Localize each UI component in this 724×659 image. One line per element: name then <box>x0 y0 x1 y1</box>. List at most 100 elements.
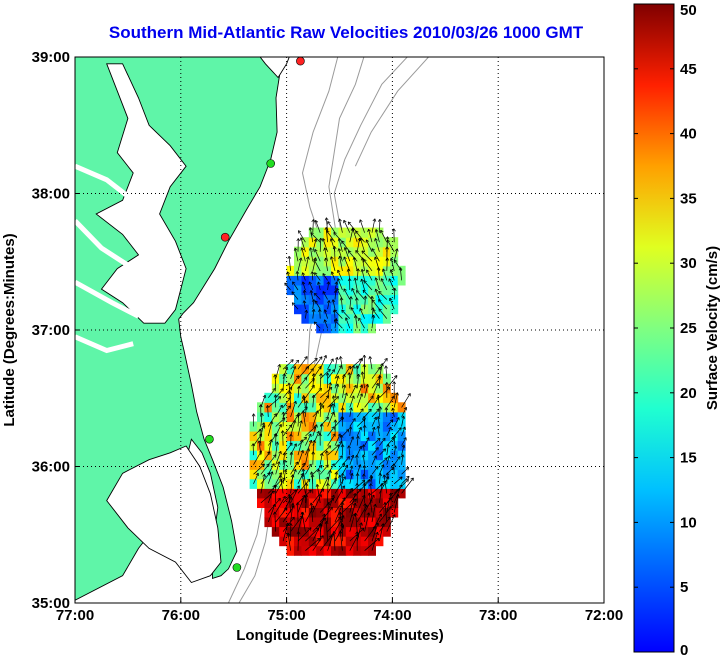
velocity-arrow-head <box>347 372 352 376</box>
velocity-arrow <box>268 498 281 513</box>
velocity-cell <box>316 392 325 403</box>
velocity-cell <box>382 440 391 451</box>
velocity-arrow-head <box>314 220 319 224</box>
velocity-arrow <box>319 368 331 379</box>
velocity-arrow <box>267 471 273 484</box>
velocity-cell <box>308 517 317 528</box>
velocity-cell <box>323 323 332 334</box>
velocity-cell <box>368 450 376 461</box>
velocity-arrow <box>386 427 392 437</box>
velocity-arrow-head <box>365 239 369 243</box>
radar-station-marker[interactable] <box>266 159 276 168</box>
velocity-arrow <box>282 405 291 418</box>
velocity-cell <box>345 497 354 508</box>
velocity-arrow <box>342 392 348 408</box>
velocity-arrow-head <box>360 278 364 282</box>
velocity-cell <box>257 421 265 432</box>
velocity-arrow-head <box>295 271 300 275</box>
velocity-arrow <box>312 465 323 475</box>
y-tick-label: 35:00 <box>32 595 70 612</box>
colorbar-tick-label: 30 <box>680 255 697 272</box>
velocity-arrow <box>337 278 343 291</box>
velocity-cell <box>323 545 332 556</box>
velocity-arrow-head <box>300 511 305 515</box>
velocity-cell <box>375 411 384 422</box>
velocity-cell <box>271 373 280 384</box>
velocity-arrow-head <box>290 359 294 363</box>
velocity-arrow-head <box>336 287 340 292</box>
velocity-arrow-head <box>298 230 302 234</box>
y-tick-label: 36:00 <box>32 459 70 476</box>
map-plot-area[interactable] <box>70 50 605 604</box>
velocity-cell <box>294 285 302 296</box>
velocity-cell <box>397 431 406 442</box>
velocity-arrow-head <box>401 415 406 419</box>
radar-station-marker[interactable] <box>296 57 305 66</box>
velocity-arrow <box>364 395 374 408</box>
velocity-cell <box>368 497 376 508</box>
velocity-arrow <box>282 387 293 399</box>
velocity-arrow <box>312 488 325 504</box>
velocity-cell <box>360 497 369 508</box>
velocity-arrow <box>393 445 397 456</box>
radar-station-marker[interactable] <box>232 563 242 572</box>
velocity-cell <box>338 313 347 324</box>
velocity-cell <box>294 373 302 384</box>
velocity-arrow-head <box>335 383 340 387</box>
velocity-arrow-head <box>323 319 328 323</box>
velocity-arrow <box>290 443 297 456</box>
velocity-arrow-head <box>406 475 410 480</box>
velocity-cell <box>397 275 406 286</box>
velocity-arrow-head <box>353 512 358 516</box>
velocity-arrow <box>401 444 405 456</box>
velocity-cell <box>375 526 384 537</box>
velocity-cell <box>286 431 295 442</box>
velocity-cell <box>316 256 325 267</box>
velocity-arrow <box>361 278 365 291</box>
velocity-arrow <box>312 373 315 389</box>
velocity-arrow <box>280 475 284 494</box>
velocity-cell <box>353 275 362 286</box>
velocity-cell <box>390 497 399 508</box>
velocity-arrow <box>334 433 341 446</box>
velocity-cell <box>397 411 406 422</box>
velocity-arrow-head <box>278 451 282 455</box>
velocity-cell <box>279 526 288 537</box>
velocity-cell <box>294 431 302 442</box>
velocity-arrow-head <box>317 309 322 313</box>
velocity-arrow <box>275 472 282 484</box>
velocity-arrow-head <box>355 250 359 254</box>
velocity-cell <box>368 313 376 324</box>
colorbar-gradient <box>634 4 674 652</box>
radar-station-marker[interactable] <box>220 232 230 242</box>
velocity-cell <box>345 364 354 375</box>
velocity-cell <box>338 285 347 296</box>
velocity-arrow-head <box>333 319 338 323</box>
velocity-arrow <box>319 355 327 370</box>
velocity-arrow <box>290 414 299 427</box>
velocity-arrow-head <box>375 466 379 470</box>
velocity-cell <box>264 517 273 528</box>
velocity-cell <box>271 440 280 451</box>
velocity-arrow-head <box>283 469 288 473</box>
velocity-arrow <box>349 493 356 513</box>
velocity-arrow <box>319 387 333 399</box>
velocity-arrow-head <box>314 424 318 428</box>
velocity-cell <box>353 313 362 324</box>
velocity-arrow <box>386 437 395 446</box>
velocity-arrow <box>356 297 358 310</box>
velocity-arrow <box>401 426 406 437</box>
velocity-arrow <box>356 445 362 456</box>
velocity-arrow <box>298 230 306 243</box>
velocity-arrow <box>337 269 343 281</box>
velocity-arrow-head <box>316 430 320 435</box>
velocity-cell <box>375 275 384 286</box>
velocity-arrow-head <box>308 439 313 444</box>
velocity-arrow-head <box>284 366 289 370</box>
radar-station-marker[interactable] <box>205 434 214 444</box>
velocity-arrow <box>355 230 365 243</box>
velocity-arrow-head <box>375 447 379 451</box>
velocity-arrow-head <box>402 426 406 430</box>
velocity-arrow <box>342 365 351 379</box>
velocity-arrow <box>297 377 308 389</box>
